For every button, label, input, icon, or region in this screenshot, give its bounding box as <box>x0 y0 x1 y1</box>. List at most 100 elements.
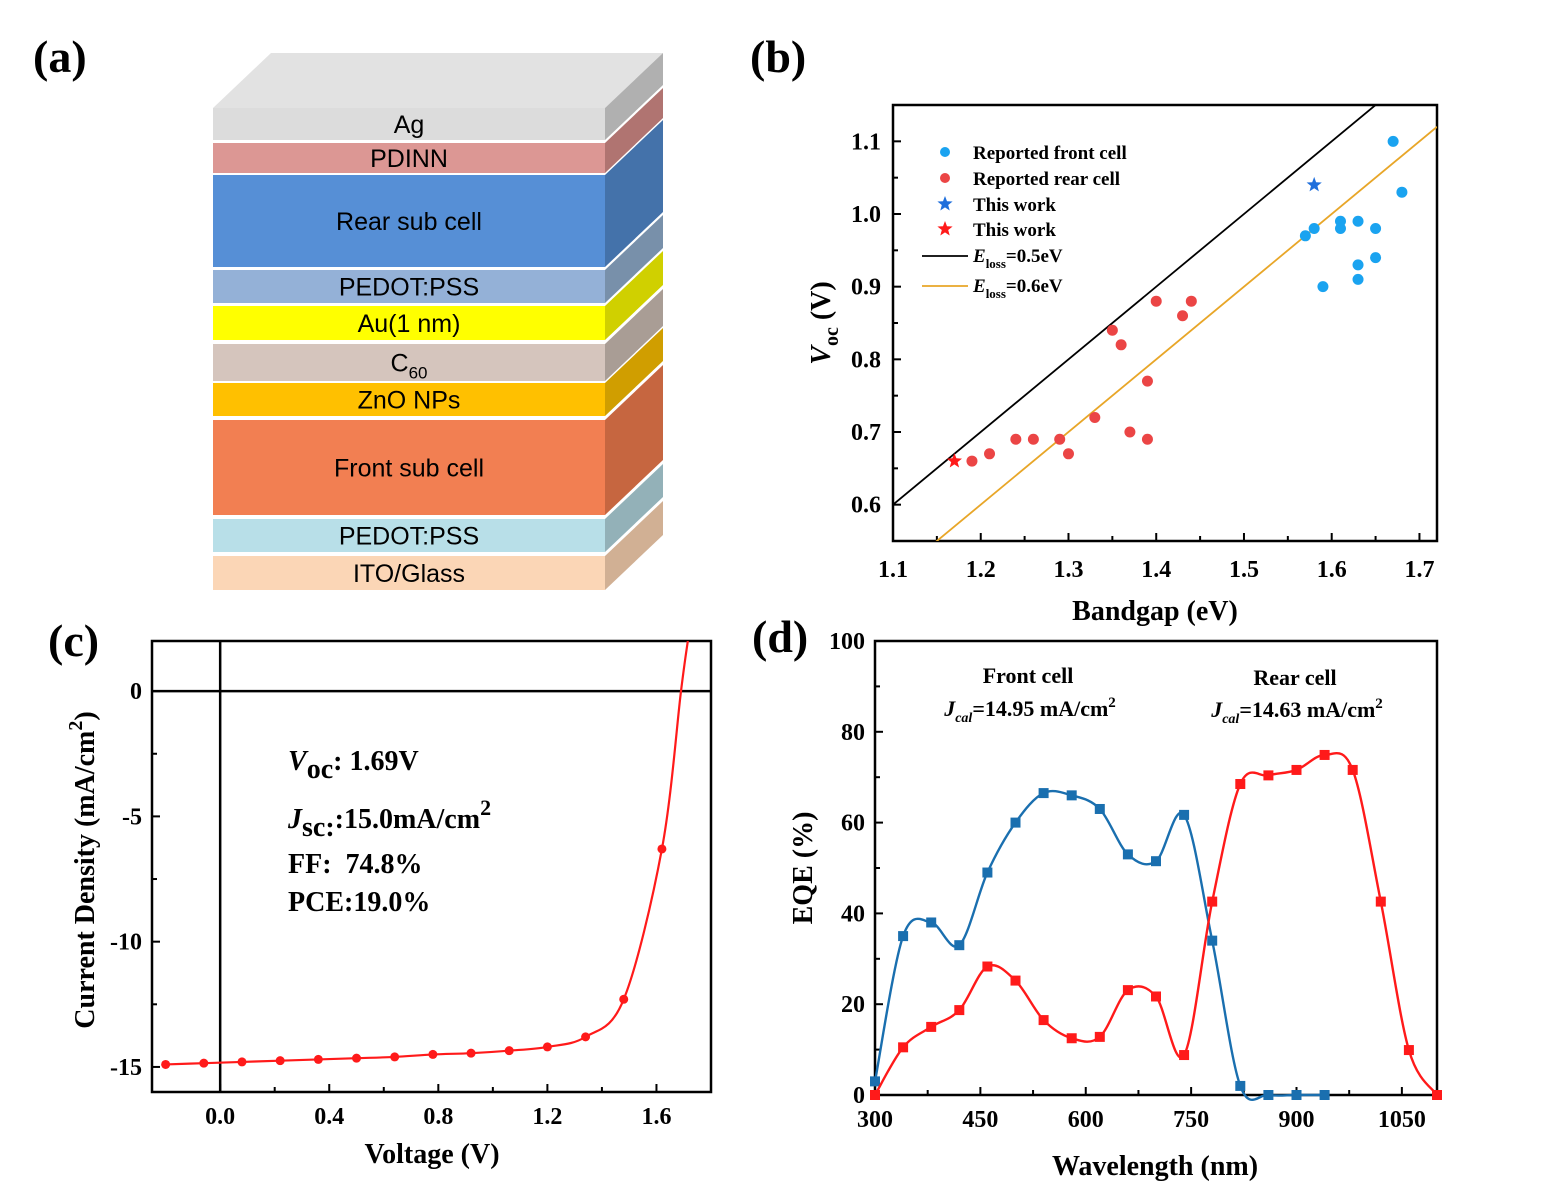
stack-layer: Rear sub cell <box>213 120 663 267</box>
pce-annotation: PCE:19.0% <box>288 887 430 918</box>
scatter-point <box>1334 223 1346 235</box>
front-cell-title: Front cell <box>983 663 1074 688</box>
layer-label: PEDOT:PSS <box>339 523 479 551</box>
eqe-data-point <box>870 1076 880 1087</box>
eqe-data-point <box>1347 764 1358 775</box>
x-tick-label: 600 <box>1068 1107 1104 1133</box>
jv-data-point <box>275 1056 285 1066</box>
y-label-sub: oc <box>821 327 843 346</box>
scatter-point <box>966 455 978 467</box>
x-tick-label: 1.2 <box>966 557 996 583</box>
eqe-data-point <box>1403 1045 1414 1056</box>
scatter-point <box>1150 295 1162 307</box>
layer-label: Front sub cell <box>334 455 484 483</box>
scatter-point <box>1106 324 1118 336</box>
y-axis-label: EQE (%) <box>788 812 819 925</box>
layer-side-face <box>605 464 663 552</box>
eqe-data-point <box>1151 991 1161 1002</box>
panel-label-c: (c) <box>48 615 99 666</box>
eqe-chart: Wavelength (nm) EQE (%) Front cell Jcal=… <box>788 629 1442 1182</box>
layer-label: PDINN <box>370 145 448 173</box>
x-tick-label: 1.6 <box>641 1104 671 1130</box>
y-label-text: Current Density (mA/cm <box>70 731 101 1029</box>
layer-side-face <box>605 501 663 590</box>
x-tick-label: 0.4 <box>314 1104 344 1130</box>
eqe-data-point <box>1122 849 1133 860</box>
layer-side-face <box>605 53 663 140</box>
scatter-point <box>1352 259 1364 271</box>
scatter-point <box>1185 295 1197 307</box>
stack-layer: PDINN <box>213 88 663 173</box>
layer-front-face <box>213 270 605 303</box>
eqe-data-point <box>982 961 993 972</box>
scatter-point <box>1062 448 1074 460</box>
layer-front-face <box>213 108 605 140</box>
y-tick-label: 100 <box>829 629 865 655</box>
eqe-data-point <box>870 1090 880 1100</box>
x-tick-label: 450 <box>962 1107 998 1133</box>
scatter-point <box>1352 273 1364 285</box>
eqe-data-point <box>1319 1090 1330 1100</box>
legend-star-icon <box>937 196 953 211</box>
eqe-data-point <box>1038 788 1049 799</box>
eqe-data-point <box>1432 1090 1442 1100</box>
scatter-point <box>984 448 996 460</box>
x-tick-label: 750 <box>1173 1107 1209 1133</box>
eqe-data-point <box>1291 1090 1302 1100</box>
front-cell-jcal: Jcal=14.95 mA/cm2 <box>943 695 1116 726</box>
this-work-star-point <box>946 453 962 468</box>
y-axis-label: Voc (V) <box>806 281 843 364</box>
legend-circle-icon <box>940 173 950 183</box>
stack-top-face <box>213 53 663 108</box>
legend-label: Reported rear cell <box>973 169 1120 190</box>
layer-front-face <box>213 143 605 173</box>
rear-cell-jcal: Jcal=14.63 mA/cm2 <box>1210 696 1383 727</box>
layer-label: Rear sub cell <box>336 208 482 236</box>
voc-annotation: Voc: 1.69V <box>288 746 419 785</box>
y-tick-label: 20 <box>841 992 865 1018</box>
scatter-point <box>1387 135 1399 147</box>
eloss-line <box>935 126 1437 541</box>
x-tick-label: 1.5 <box>1229 557 1259 583</box>
eqe-data-point <box>926 1021 937 1032</box>
jv-data-point <box>390 1052 400 1062</box>
eqe-data-point <box>1207 935 1218 946</box>
stack-layer: Au(1 nm) <box>213 251 663 340</box>
scatter-point <box>1317 281 1329 293</box>
eqe-data-point <box>954 940 965 951</box>
layer-front-face <box>213 420 605 515</box>
x-tick-label: 1.1 <box>878 557 908 583</box>
y-label-close: ) <box>70 711 101 720</box>
x-tick-label: 0.0 <box>205 1104 235 1130</box>
layer-label: ITO/Glass <box>353 560 465 588</box>
x-tick-label: 1050 <box>1378 1107 1426 1133</box>
y-tick-label: 0.6 <box>851 493 881 519</box>
panel-label-b: (b) <box>750 31 806 82</box>
eqe-data-point <box>1235 779 1246 790</box>
scatter-point <box>1308 223 1320 235</box>
scatter-point <box>1299 230 1311 242</box>
jv-data-point <box>619 994 629 1004</box>
eqe-data-point <box>1038 1015 1049 1026</box>
ff-annotation: FF: 74.8% <box>288 849 423 880</box>
jv-data-point <box>657 844 667 854</box>
y-tick-label: 0.7 <box>851 420 881 446</box>
legend-label: Eloss=0.5eV <box>972 246 1063 271</box>
x-axis-label: Bandgap (eV) <box>1072 596 1238 627</box>
scatter-point <box>1396 186 1408 198</box>
scatter-point <box>1124 426 1136 438</box>
scatter-point <box>1141 375 1153 387</box>
y-tick-label: 0.8 <box>851 347 881 373</box>
legend-label: This work <box>973 195 1056 216</box>
eloss-line <box>893 105 1377 506</box>
x-tick-label: 300 <box>857 1107 893 1133</box>
x-tick-label: 900 <box>1279 1107 1315 1133</box>
layer-label: Au(1 nm) <box>358 310 461 338</box>
x-tick-label: 1.2 <box>532 1104 562 1130</box>
legend-label: Reported front cell <box>973 143 1127 164</box>
y-tick-label: 1.1 <box>851 129 881 155</box>
rear-cell-title: Rear cell <box>1253 665 1336 690</box>
x-tick-label: 0.8 <box>423 1104 453 1130</box>
eqe-data-point <box>982 867 993 878</box>
